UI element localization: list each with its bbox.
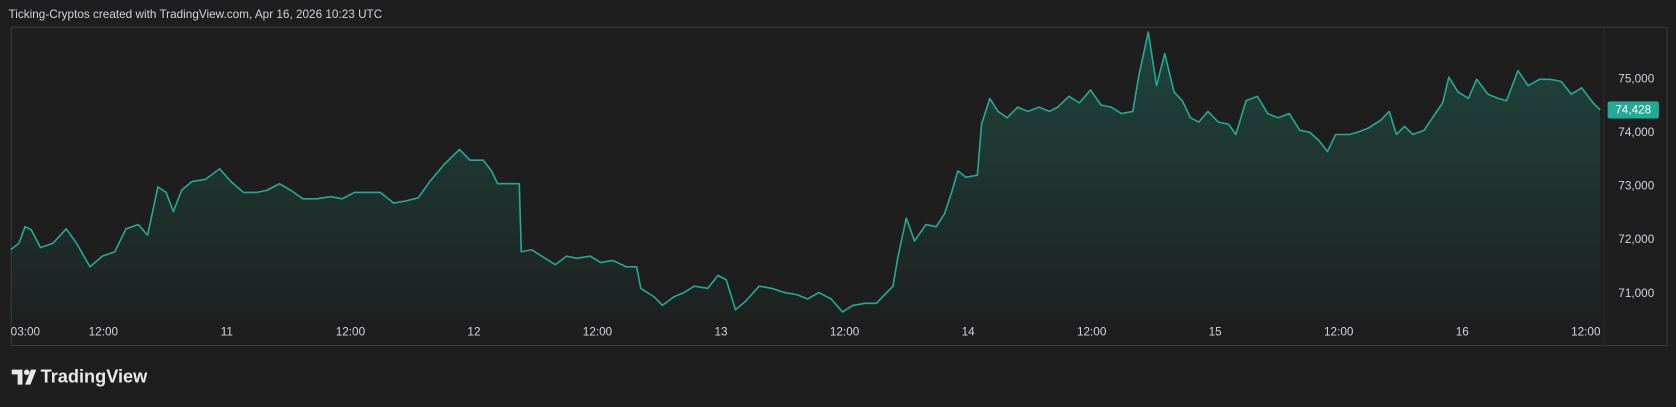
x-tick-label: 13 [714,325,728,338]
x-tick-label: 12:00 [1077,325,1107,338]
area [10,32,1601,321]
last-price-label: 74,428 [1615,104,1651,117]
x-tick-label: 12 [467,325,480,338]
y-tick-label: 71,000 [1618,287,1654,300]
x-tick-label: 14 [962,325,976,338]
last-price-badge [1607,101,1659,119]
y-tick-label: 74,000 [1618,126,1654,139]
pane-border [10,26,1668,347]
y-tick-label: 72,000 [1618,233,1654,246]
x-tick-label: 03:00 [11,325,41,338]
x-tick-label: 11 [221,325,233,338]
x-tick-label: 12:00 [89,325,119,338]
chart-title: Ticking-Cryptos created with TradingView… [9,8,383,21]
brand-logo [11,369,37,385]
x-tick-label: 15 [1209,325,1223,338]
y-tick-label: 73,000 [1618,180,1654,193]
price-line [10,31,1601,313]
x-tick-label: 16 [1456,325,1470,338]
brand-name: TradingView [41,366,149,386]
x-tick-label: 12:00 [336,325,366,338]
x-tick-label: 12:00 [1324,325,1354,338]
x-tick-label: 12:00 [583,325,613,338]
y-tick-label: 75,000 [1618,72,1654,85]
x-tick-label: 12:00 [830,325,860,338]
x-tick-label: 12:00 [1571,325,1601,338]
